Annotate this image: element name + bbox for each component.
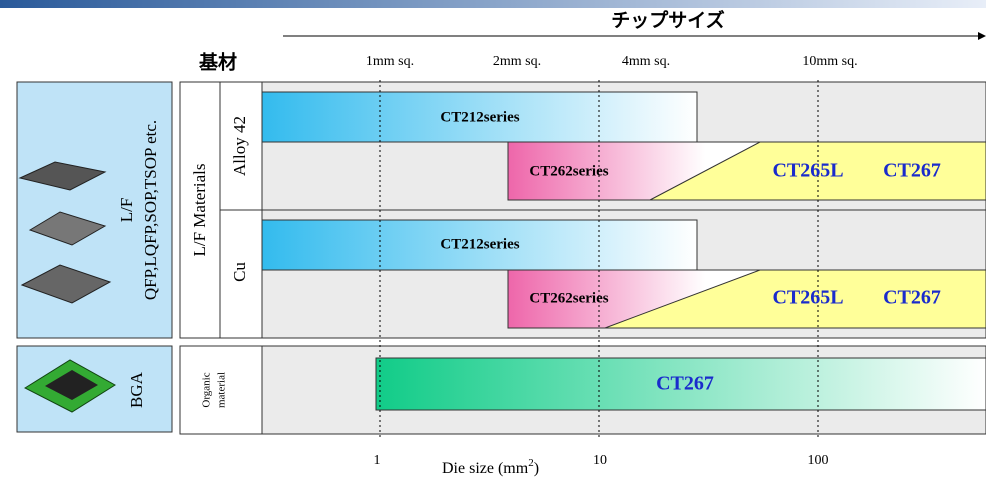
top-tick: 1mm sq. bbox=[366, 54, 414, 69]
ct265l-label: CT265L bbox=[772, 160, 843, 182]
x-tick-label: 10 bbox=[593, 453, 607, 468]
ct267-bar bbox=[375, 357, 986, 411]
cu-label: Cu bbox=[230, 262, 249, 282]
alloy-label: Alloy 42 bbox=[230, 116, 249, 176]
chip-icons bbox=[18, 161, 116, 413]
x-tick-label: 100 bbox=[808, 453, 829, 468]
lf-panel bbox=[16, 81, 173, 339]
organic-label: Organic bbox=[201, 372, 213, 407]
ct262-label: CT262series bbox=[529, 290, 608, 306]
lf-label: L/F bbox=[117, 198, 136, 223]
x-axis-label: Die size (mm2) bbox=[442, 457, 539, 477]
ct212-label: CT212series bbox=[440, 109, 519, 125]
x-axis-sup: 2 bbox=[528, 457, 534, 469]
substrate-label: 基材 bbox=[198, 51, 237, 74]
x-axis-close: ) bbox=[534, 460, 539, 477]
x-tick-label: 1 bbox=[374, 453, 381, 468]
ct267-label: CT267 bbox=[883, 160, 941, 182]
ct212-label: CT212series bbox=[440, 236, 519, 252]
ct265l-label: CT265L bbox=[772, 287, 843, 309]
lf-types: QFP,LQFP,SOP,TSOP etc. bbox=[141, 120, 160, 300]
ct267-label: CT267 bbox=[883, 287, 941, 309]
ct212-bar bbox=[261, 219, 698, 271]
top-tick: 10mm sq. bbox=[802, 54, 857, 69]
ct265-band bbox=[604, 269, 986, 329]
top-band bbox=[0, 0, 986, 8]
organic-box bbox=[179, 345, 263, 435]
top-tick: 2mm sq. bbox=[493, 54, 541, 69]
arrow-head bbox=[978, 32, 986, 40]
x-axis-label: Die size (mm bbox=[442, 460, 529, 477]
title: チップサイズ bbox=[611, 9, 724, 32]
bga-label: BGA bbox=[127, 371, 146, 408]
top-tick: 4mm sq. bbox=[622, 54, 670, 69]
organic-label: material bbox=[216, 372, 228, 408]
ct262-label: CT262series bbox=[529, 163, 608, 179]
ct267-label: CT267 bbox=[656, 373, 714, 395]
ct212-bar bbox=[261, 91, 698, 143]
lf-materials: L/F Materials bbox=[190, 163, 209, 256]
